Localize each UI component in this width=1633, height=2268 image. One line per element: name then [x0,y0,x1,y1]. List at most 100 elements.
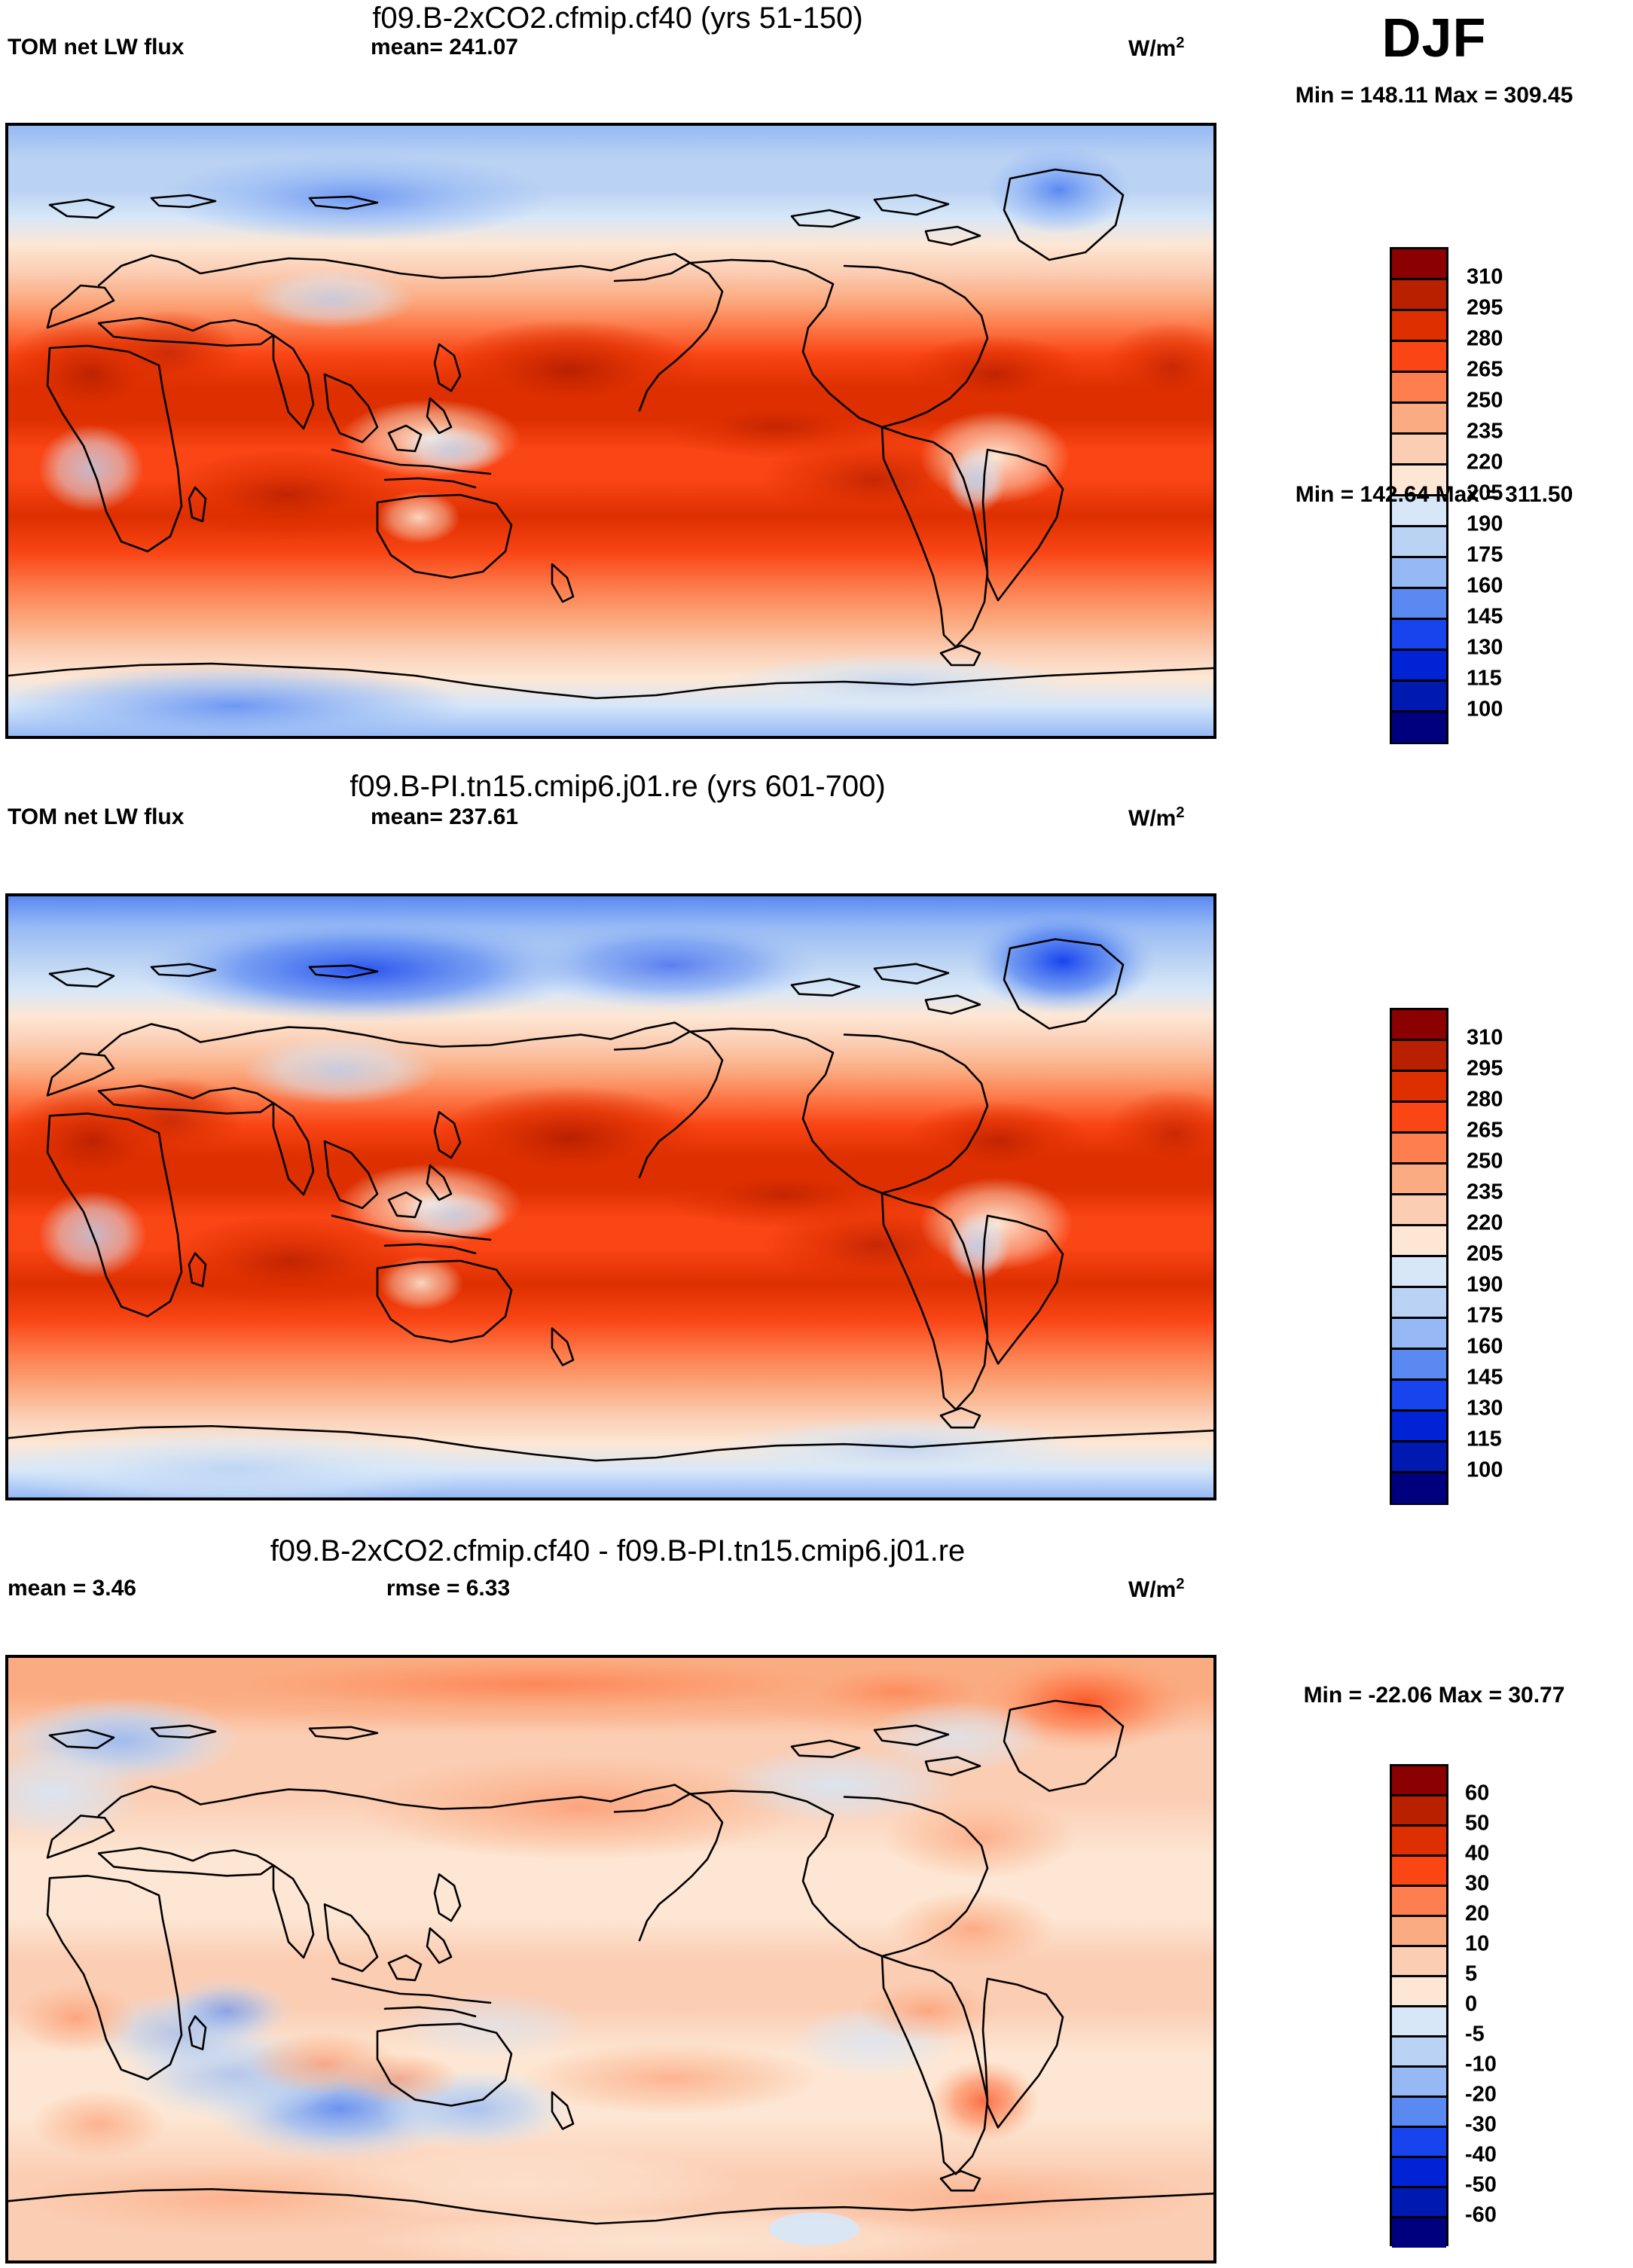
colorbar-swatch [1392,587,1446,618]
panel-top-left-label: TOM net LW flux [8,35,185,60]
panel-top-units: W/m2 [1128,35,1184,62]
colorbar-tick: 175 [1467,1303,1503,1328]
colorbar-tick: 145 [1467,1365,1503,1390]
colorbar-swatch [1392,1766,1446,1794]
colorbar-swatch [1392,1193,1446,1224]
panel-middle-map[interactable] [5,893,1216,1500]
panel-top-minmax: Min = 148.11 Max = 309.45 [1295,83,1573,108]
units-text: W/m [1128,36,1177,61]
colorbar-swatch [1392,556,1446,587]
colorbar-swatch [1392,494,1446,525]
colorbar-swatch [1392,1286,1446,1317]
colorbar-tick: 310 [1467,264,1503,289]
colorbar-tick: 295 [1467,295,1503,320]
colorbar-middle-swatches [1390,1008,1448,1505]
panel-bottom-map[interactable] [5,1655,1216,2263]
map-svg-bottom [8,1658,1213,2260]
colorbar-bottom[interactable]: 60 50 40 30 20 10 5 0 -5 -10 -20 -30 -40… [1390,1764,1608,2261]
panel-top-map[interactable] [5,123,1216,739]
colorbar-tick: 280 [1467,1087,1503,1112]
colorbar-swatch [1392,710,1446,743]
colorbar-top[interactable]: 310 295 280 265 250 235 220 205 190 175 … [1390,247,1601,744]
colorbar-top-ticks: 310 295 280 265 250 235 220 205 190 175 … [1467,247,1572,744]
colorbar-swatch [1392,1440,1446,1471]
colorbar-swatch [1392,1409,1446,1440]
colorbar-tick: 220 [1467,1210,1503,1235]
colorbar-tick: -20 [1465,2082,1497,2107]
panel-middle-left-label: TOM net LW flux [8,804,185,829]
coastlines-top [8,168,1213,700]
panel-bottom-title: f09.B-2xCO2.cfmip.cf40 - f09.B-PI.tn15.c… [270,1534,966,1567]
colorbar-swatch [1392,679,1446,710]
colorbar-swatch [1392,525,1446,556]
colorbar-swatch [1392,1975,1446,2005]
colorbar-tick: 5 [1465,1961,1478,1986]
season-label: DJF [1381,8,1487,69]
colorbar-swatch [1392,1854,1446,1885]
units-exponent: 2 [1176,35,1185,51]
panel-bottom-center-label: rmse = 6.33 [386,1576,511,1601]
colorbar-tick: 160 [1467,1334,1503,1359]
colorbar-tick: 265 [1467,357,1503,382]
colorbar-middle[interactable]: 310 295 280 265 250 235 220 205 190 175 … [1390,1008,1601,1505]
colorbar-swatch [1392,1162,1446,1193]
panel-top-center-label: mean= 241.07 [371,35,518,60]
colorbar-tick: 20 [1465,1901,1490,1926]
colorbar-swatch [1392,1070,1446,1100]
colorbar-tick: 115 [1467,666,1502,691]
colorbar-tick: 190 [1467,1272,1503,1297]
colorbar-bottom-ticks: 60 50 40 30 20 10 5 0 -5 -10 -20 -30 -40… [1465,1764,1549,2246]
colorbar-tick: 30 [1465,1871,1490,1896]
coastlines-bottom [8,1699,1213,2225]
colorbar-tick: 130 [1467,635,1503,660]
colorbar-tick: 145 [1467,604,1503,629]
colorbar-tick: -30 [1465,2112,1497,2137]
colorbar-tick: 130 [1467,1396,1503,1421]
colorbar-tick: 60 [1465,1781,1490,1806]
colorbar-tick: 295 [1467,1056,1503,1081]
colorbar-tick: 235 [1467,419,1503,444]
colorbar-swatch [1392,1915,1446,1945]
colorbar-middle-ticks: 310 295 280 265 250 235 220 205 190 175 … [1467,1008,1572,1505]
colorbar-tick: 100 [1467,1458,1503,1482]
colorbar-tick: 115 [1467,1427,1502,1451]
colorbar-bottom-swatches [1390,1764,1448,2248]
units-text: W/m [1128,806,1177,831]
colorbar-swatch [1392,1471,1446,1503]
colorbar-swatch [1392,2096,1446,2126]
colorbar-swatch [1392,309,1446,340]
colorbar-swatch [1392,1010,1446,1039]
panel-bottom-left-label: mean = 3.46 [8,1576,136,1601]
colorbar-swatch [1392,2156,1446,2186]
colorbar-top-swatches [1390,247,1448,744]
colorbar-tick: 160 [1467,573,1503,598]
panel-top-title: f09.B-2xCO2.cfmip.cf40 (yrs 51-150) [372,2,863,35]
units-text: W/m [1128,1577,1177,1602]
colorbar-tick: 220 [1467,450,1503,475]
colorbar-swatch [1392,249,1446,278]
colorbar-swatch [1392,2216,1446,2248]
colorbar-swatch [1392,1348,1446,1378]
colorbar-tick: -60 [1465,2202,1497,2227]
colorbar-swatch [1392,649,1446,679]
colorbar-tick: -5 [1465,2022,1485,2047]
colorbar-tick: 0 [1465,1992,1478,2016]
colorbar-tick: -40 [1465,2142,1497,2167]
colorbar-swatch [1392,2035,1446,2065]
panel-middle-units: W/m2 [1128,804,1184,832]
colorbar-swatch [1392,1131,1446,1162]
colorbar-swatch [1392,1039,1446,1070]
colorbar-swatch [1392,278,1446,309]
map-svg-top [8,126,1213,736]
colorbar-tick: 205 [1467,481,1503,505]
colorbar-swatch [1392,2065,1446,2096]
colorbar-tick: 100 [1467,697,1503,722]
colorbar-tick: 50 [1465,1811,1490,1836]
colorbar-tick: 265 [1467,1118,1503,1143]
colorbar-swatch [1392,2126,1446,2156]
units-exponent: 2 [1176,1576,1185,1592]
colorbar-tick: 190 [1467,511,1503,536]
colorbar-swatch [1392,401,1446,432]
colorbar-tick: 40 [1465,1841,1490,1866]
colorbar-tick: 235 [1467,1180,1503,1204]
